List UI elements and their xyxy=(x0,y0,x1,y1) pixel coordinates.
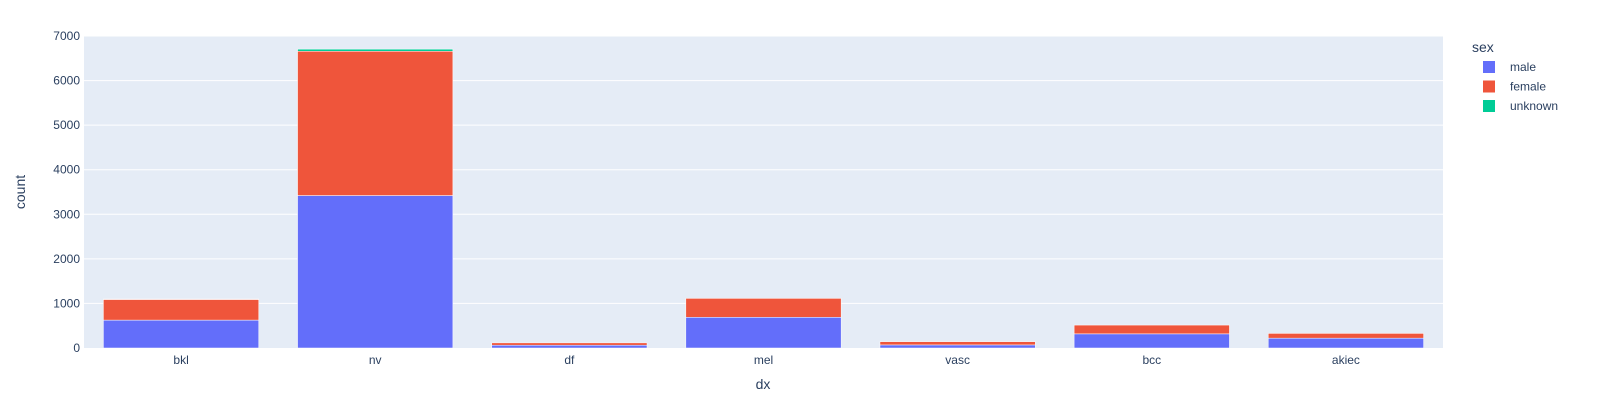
legend-items[interactable]: male female unknown xyxy=(1483,60,1558,113)
legend-swatch-male[interactable] xyxy=(1483,61,1495,73)
bar-bcc-male[interactable] xyxy=(1073,333,1230,349)
y-tick-labels: 0 1000 2000 3000 4000 5000 6000 7000 xyxy=(53,29,80,355)
x-tick-labels: bkl nv df mel vasc bcc akiec xyxy=(173,353,1360,367)
bar-akiec-female[interactable] xyxy=(1268,333,1424,339)
bar-bcc-female[interactable] xyxy=(1073,324,1230,335)
legend-title: sex xyxy=(1472,39,1494,55)
y-tick-label: 2000 xyxy=(53,252,80,266)
bar-df-female[interactable] xyxy=(491,342,648,346)
bar-mel-male[interactable] xyxy=(685,317,842,349)
legend[interactable]: sex male female unknown xyxy=(1472,39,1558,113)
bar-df-male[interactable] xyxy=(491,344,648,349)
legend-swatch-unknown[interactable] xyxy=(1483,100,1495,112)
bar-mel-female[interactable] xyxy=(685,298,842,318)
bar-nv-unknown[interactable] xyxy=(297,48,454,52)
x-tick-label: bcc xyxy=(1142,353,1161,367)
x-tick-label: akiec xyxy=(1332,353,1360,367)
x-tick-label: nv xyxy=(369,353,382,367)
bar-bkl-male[interactable] xyxy=(103,319,259,349)
bar-akiec-male[interactable] xyxy=(1268,337,1424,349)
x-axis-title: dx xyxy=(756,376,771,392)
bars[interactable] xyxy=(103,48,1424,349)
y-tick-label: 5000 xyxy=(53,118,80,132)
y-tick-label: 1000 xyxy=(53,296,80,310)
y-tick-label: 3000 xyxy=(53,207,80,221)
y-tick-label: 0 xyxy=(73,341,80,355)
bar-vasc-female[interactable] xyxy=(879,341,1036,346)
y-tick-label: 7000 xyxy=(53,29,80,43)
x-tick-label: df xyxy=(564,353,575,367)
legend-label-female[interactable]: female xyxy=(1510,80,1546,94)
y-axis-title: count xyxy=(12,175,28,209)
y-tick-label: 4000 xyxy=(53,163,80,177)
legend-label-male[interactable]: male xyxy=(1510,60,1536,74)
bar-nv-female[interactable] xyxy=(297,50,454,196)
legend-swatch-female[interactable] xyxy=(1483,80,1495,93)
x-tick-label: bkl xyxy=(173,353,188,367)
bar-vasc-male[interactable] xyxy=(879,344,1036,349)
bar-bkl-female[interactable] xyxy=(103,299,259,321)
x-tick-label: vasc xyxy=(945,353,970,367)
legend-label-unknown[interactable]: unknown xyxy=(1510,99,1558,113)
x-tick-label: mel xyxy=(754,353,773,367)
y-tick-label: 6000 xyxy=(53,74,80,88)
bar-nv-male[interactable] xyxy=(297,195,454,349)
